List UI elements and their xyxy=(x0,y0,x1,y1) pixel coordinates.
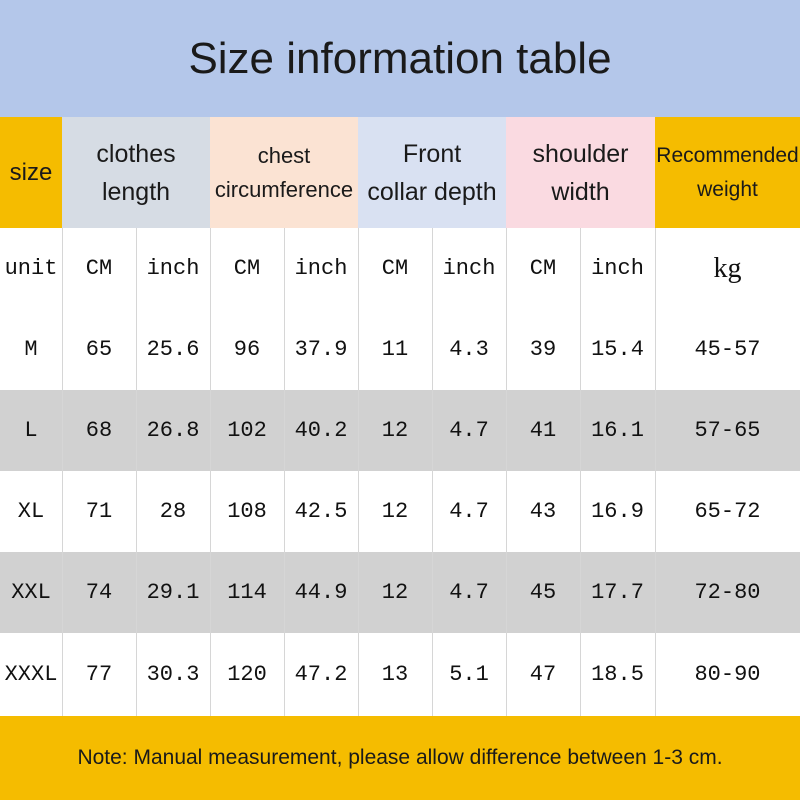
header-chest-line1: chest xyxy=(257,142,311,168)
table-cell: 18.5 xyxy=(591,662,644,687)
table-cell: 4.3 xyxy=(449,337,489,362)
header-chest-line2: circumference xyxy=(214,176,354,202)
table-cell: 4.7 xyxy=(449,418,489,443)
table-cell: 74 xyxy=(85,580,113,605)
table-cell: 65 xyxy=(85,337,113,362)
size-cell: L xyxy=(24,418,38,443)
column-divider xyxy=(506,228,507,716)
column-divider xyxy=(284,228,285,716)
size-cell: XL xyxy=(17,499,45,524)
units-row: unit CM inch CM inch CM inch CM inch kg xyxy=(0,228,800,309)
table-cell: 16.9 xyxy=(591,499,644,524)
header-clothes-length: clothes length xyxy=(62,117,210,228)
table-cell: 96 xyxy=(233,337,261,362)
title-bar: Size information table xyxy=(0,0,800,117)
table-cell: 41 xyxy=(529,418,557,443)
unit-cell: kg xyxy=(713,252,742,284)
column-divider xyxy=(136,228,137,716)
table-row: XL 71 28 108 42.5 12 4.7 43 16.9 65-72 xyxy=(0,471,800,552)
unit-cell: inch xyxy=(146,256,200,281)
table-cell: 5.1 xyxy=(449,662,489,687)
unit-cell: inch xyxy=(294,256,348,281)
column-divider xyxy=(580,228,581,716)
table-cell: 25.6 xyxy=(146,337,200,362)
table-cell: 40.2 xyxy=(294,418,348,443)
table-cell: 28 xyxy=(159,499,187,524)
header-size-label: size xyxy=(9,158,53,186)
table-cell: 30.3 xyxy=(146,662,200,687)
unit-cell: CM xyxy=(381,256,409,281)
header-collar-line1: Front xyxy=(402,139,462,168)
table-cell: 29.1 xyxy=(146,580,200,605)
table-cell: 47 xyxy=(529,662,557,687)
weight-cell: 72-80 xyxy=(694,580,761,605)
table-cell: 71 xyxy=(85,499,113,524)
unit-cell: CM xyxy=(85,256,113,281)
header-weight-line2: weight xyxy=(697,177,758,201)
header-collar-line2: collar depth xyxy=(367,177,497,206)
table-cell: 11 xyxy=(381,337,409,362)
table-cell: 26.8 xyxy=(146,418,200,443)
table-cell: 44.9 xyxy=(294,580,348,605)
column-divider xyxy=(432,228,433,716)
table-cell: 120 xyxy=(227,662,267,687)
note-text: Note: Manual measurement, please allow d… xyxy=(77,746,723,769)
table-row: XXL 74 29.1 114 44.9 12 4.7 45 17.7 72-8… xyxy=(0,552,800,633)
table-cell: 12 xyxy=(381,418,409,443)
table-cell: 16.1 xyxy=(591,418,644,443)
page-title: Size information table xyxy=(188,33,612,83)
header-shoulder-line2: width xyxy=(551,177,610,206)
table-cell: 39 xyxy=(529,337,557,362)
table-cell: 42.5 xyxy=(294,499,348,524)
header-shoulder-width: shoulder width xyxy=(506,117,655,228)
size-cell: XXL xyxy=(11,580,51,605)
table-cell: 4.7 xyxy=(449,580,489,605)
column-divider xyxy=(655,228,656,716)
table-row: L 68 26.8 102 40.2 12 4.7 41 16.1 57-65 xyxy=(0,390,800,471)
table-cell: 114 xyxy=(227,580,267,605)
header-shoulder-line1: shoulder xyxy=(532,139,629,168)
table-cell: 17.7 xyxy=(591,580,644,605)
weight-cell: 80-90 xyxy=(694,662,761,687)
weight-cell: 65-72 xyxy=(694,499,761,524)
table-cell: 37.9 xyxy=(294,337,348,362)
table-cell: 77 xyxy=(85,662,113,687)
column-divider xyxy=(358,228,359,716)
table-row: M 65 25.6 96 37.9 11 4.3 39 15.4 45-57 xyxy=(0,309,800,390)
table-cell: 12 xyxy=(381,580,409,605)
unit-cell: inch xyxy=(591,256,644,281)
header-front-collar-depth: Front collar depth xyxy=(358,117,506,228)
header-weight-line1: Recommended xyxy=(656,143,799,167)
table-cell: 68 xyxy=(85,418,113,443)
table-cell: 45 xyxy=(529,580,557,605)
header-chest-circumference: chest circumference xyxy=(210,117,358,228)
table-cell: 4.7 xyxy=(449,499,489,524)
table-cell: 108 xyxy=(227,499,267,524)
table-cell: 102 xyxy=(227,418,267,443)
size-cell: M xyxy=(24,337,38,362)
header-size: size xyxy=(0,117,62,228)
header-length-line1: clothes xyxy=(96,139,176,168)
unit-cell: unit xyxy=(4,256,58,281)
header-length-line2: length xyxy=(101,177,171,206)
table-cell: 47.2 xyxy=(294,662,348,687)
weight-cell: 45-57 xyxy=(694,337,761,362)
table-cell: 12 xyxy=(381,499,409,524)
table-row: XXXL 77 30.3 120 47.2 13 5.1 47 18.5 80-… xyxy=(0,633,800,716)
column-divider xyxy=(62,228,63,716)
note-bar: Note: Manual measurement, please allow d… xyxy=(0,716,800,800)
header-recommended-weight: Recommended weight xyxy=(655,117,800,228)
table-cell: 13 xyxy=(381,662,409,687)
unit-cell: inch xyxy=(442,256,496,281)
column-divider xyxy=(210,228,211,716)
table-cell: 43 xyxy=(529,499,557,524)
unit-cell: CM xyxy=(233,256,261,281)
size-cell: XXXL xyxy=(4,662,58,687)
table-cell: 15.4 xyxy=(591,337,644,362)
weight-cell: 57-65 xyxy=(694,418,761,443)
unit-cell: CM xyxy=(529,256,557,281)
